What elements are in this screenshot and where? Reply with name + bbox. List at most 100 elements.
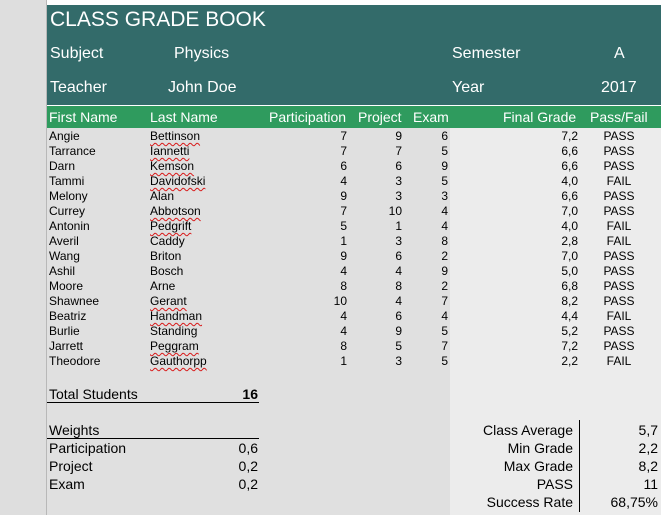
participation-cell[interactable]: 7 <box>340 129 347 143</box>
final-grade-cell[interactable]: 4,4 <box>561 309 578 323</box>
project-cell[interactable]: 3 <box>395 174 402 188</box>
project-cell[interactable]: 6 <box>395 309 402 323</box>
pass-fail-cell[interactable]: PASS <box>603 189 635 203</box>
project-cell[interactable]: 5 <box>395 339 402 353</box>
first-name-cell[interactable]: Burlie <box>49 324 80 338</box>
pass-fail-cell[interactable]: PASS <box>603 129 635 143</box>
last-name-cell[interactable]: Bosch <box>150 264 184 278</box>
subject-value[interactable]: Physics <box>174 45 230 62</box>
final-grade-cell[interactable]: 7,0 <box>561 249 578 263</box>
last-name-cell[interactable]: Alan <box>150 189 175 203</box>
first-name-cell[interactable]: Beatriz <box>49 309 87 323</box>
first-name-cell[interactable]: Ashil <box>49 264 76 278</box>
project-cell[interactable]: 3 <box>395 189 402 203</box>
last-name-cell[interactable]: Bettinson <box>150 129 201 143</box>
participation-cell[interactable]: 7 <box>340 204 347 218</box>
exam-cell[interactable]: 7 <box>441 294 448 308</box>
last-name-cell[interactable]: Pedgrift <box>150 219 192 233</box>
participation-cell[interactable]: 4 <box>340 264 347 278</box>
pass-fail-cell[interactable]: FAIL <box>606 174 632 188</box>
exam-cell[interactable]: 5 <box>441 174 448 188</box>
pass-fail-cell[interactable]: FAIL <box>606 219 632 233</box>
last-name-cell[interactable]: Gerant <box>150 294 187 308</box>
project-cell[interactable]: 3 <box>395 354 402 368</box>
col-last-name[interactable]: Last Name <box>150 109 218 125</box>
col-participation[interactable]: Participation <box>269 109 347 125</box>
final-grade-cell[interactable]: 7,2 <box>561 129 578 143</box>
participation-cell[interactable]: 5 <box>340 219 347 233</box>
pass-fail-cell[interactable]: PASS <box>603 324 635 338</box>
weight-participation-value[interactable]: 0,6 <box>238 440 258 456</box>
exam-cell[interactable]: 7 <box>441 339 448 353</box>
first-name-cell[interactable]: Jarrett <box>49 339 84 353</box>
first-name-cell[interactable]: Theodore <box>49 354 101 368</box>
project-cell[interactable]: 3 <box>395 234 402 248</box>
project-cell[interactable]: 4 <box>395 294 402 308</box>
min-grade-value[interactable]: 2,2 <box>638 440 658 456</box>
pass-fail-cell[interactable]: PASS <box>603 294 635 308</box>
last-name-cell[interactable]: Peggram <box>150 339 199 353</box>
last-name-cell[interactable]: Standing <box>150 324 198 338</box>
first-name-cell[interactable]: Averil <box>49 234 79 248</box>
participation-cell[interactable]: 8 <box>340 339 347 353</box>
exam-cell[interactable]: 4 <box>441 219 448 233</box>
project-cell[interactable]: 7 <box>395 144 402 158</box>
pass-fail-cell[interactable]: PASS <box>603 204 635 218</box>
exam-cell[interactable]: 5 <box>441 354 448 368</box>
last-name-cell[interactable]: Iannetti <box>150 144 190 158</box>
pass-fail-cell[interactable]: FAIL <box>606 309 632 323</box>
pass-fail-cell[interactable]: PASS <box>603 249 635 263</box>
project-cell[interactable]: 6 <box>395 249 402 263</box>
final-grade-cell[interactable]: 4,0 <box>561 219 578 233</box>
participation-cell[interactable]: 6 <box>340 159 347 173</box>
last-name-cell[interactable]: Davidofski <box>150 174 206 188</box>
pass-count-value[interactable]: 11 <box>643 476 658 492</box>
first-name-cell[interactable]: Moore <box>49 279 84 293</box>
col-final-grade[interactable]: Final Grade <box>503 109 577 125</box>
success-rate-value[interactable]: 68,75% <box>610 494 658 510</box>
last-name-cell[interactable]: Briton <box>150 249 182 263</box>
final-grade-cell[interactable]: 5,2 <box>561 324 578 338</box>
first-name-cell[interactable]: Antonin <box>49 219 90 233</box>
final-grade-cell[interactable]: 6,8 <box>561 279 578 293</box>
last-name-cell[interactable]: Arne <box>150 279 176 293</box>
project-cell[interactable]: 9 <box>395 324 402 338</box>
first-name-cell[interactable]: Darn <box>49 159 76 173</box>
exam-cell[interactable]: 8 <box>441 234 448 248</box>
total-students-value[interactable]: 16 <box>242 386 258 402</box>
last-name-cell[interactable]: Gauthorpp <box>150 354 207 368</box>
final-grade-cell[interactable]: 5,0 <box>561 264 578 278</box>
exam-cell[interactable]: 5 <box>441 324 448 338</box>
participation-cell[interactable]: 9 <box>340 249 347 263</box>
participation-cell[interactable]: 8 <box>340 279 347 293</box>
final-grade-cell[interactable]: 2,2 <box>561 354 578 368</box>
participation-cell[interactable]: 7 <box>340 144 347 158</box>
final-grade-cell[interactable]: 7,2 <box>561 339 578 353</box>
participation-cell[interactable]: 4 <box>340 309 347 323</box>
class-average-value[interactable]: 5,7 <box>638 422 658 438</box>
exam-cell[interactable]: 2 <box>441 249 448 263</box>
final-grade-cell[interactable]: 8,2 <box>561 294 578 308</box>
exam-cell[interactable]: 9 <box>441 159 448 173</box>
pass-fail-cell[interactable]: FAIL <box>606 354 632 368</box>
semester-value[interactable]: A <box>614 45 625 62</box>
pass-fail-cell[interactable]: PASS <box>603 339 635 353</box>
project-cell[interactable]: 10 <box>388 204 402 218</box>
pass-fail-cell[interactable]: FAIL <box>606 234 632 248</box>
weight-exam-value[interactable]: 0,2 <box>238 476 258 492</box>
participation-cell[interactable]: 1 <box>340 354 347 368</box>
project-cell[interactable]: 1 <box>395 219 402 233</box>
first-name-cell[interactable]: Wang <box>49 249 80 263</box>
final-grade-cell[interactable]: 6,6 <box>561 144 578 158</box>
col-pass-fail[interactable]: Pass/Fail <box>590 109 648 125</box>
first-name-cell[interactable]: Currey <box>49 204 86 218</box>
col-project[interactable]: Project <box>358 109 402 125</box>
exam-cell[interactable]: 4 <box>441 309 448 323</box>
col-first-name[interactable]: First Name <box>49 109 118 125</box>
project-cell[interactable]: 6 <box>395 159 402 173</box>
weight-project-value[interactable]: 0,2 <box>238 458 258 474</box>
exam-cell[interactable]: 4 <box>441 204 448 218</box>
year-value[interactable]: 2017 <box>601 79 637 96</box>
final-grade-cell[interactable]: 7,0 <box>561 204 578 218</box>
teacher-value[interactable]: John Doe <box>168 79 237 96</box>
